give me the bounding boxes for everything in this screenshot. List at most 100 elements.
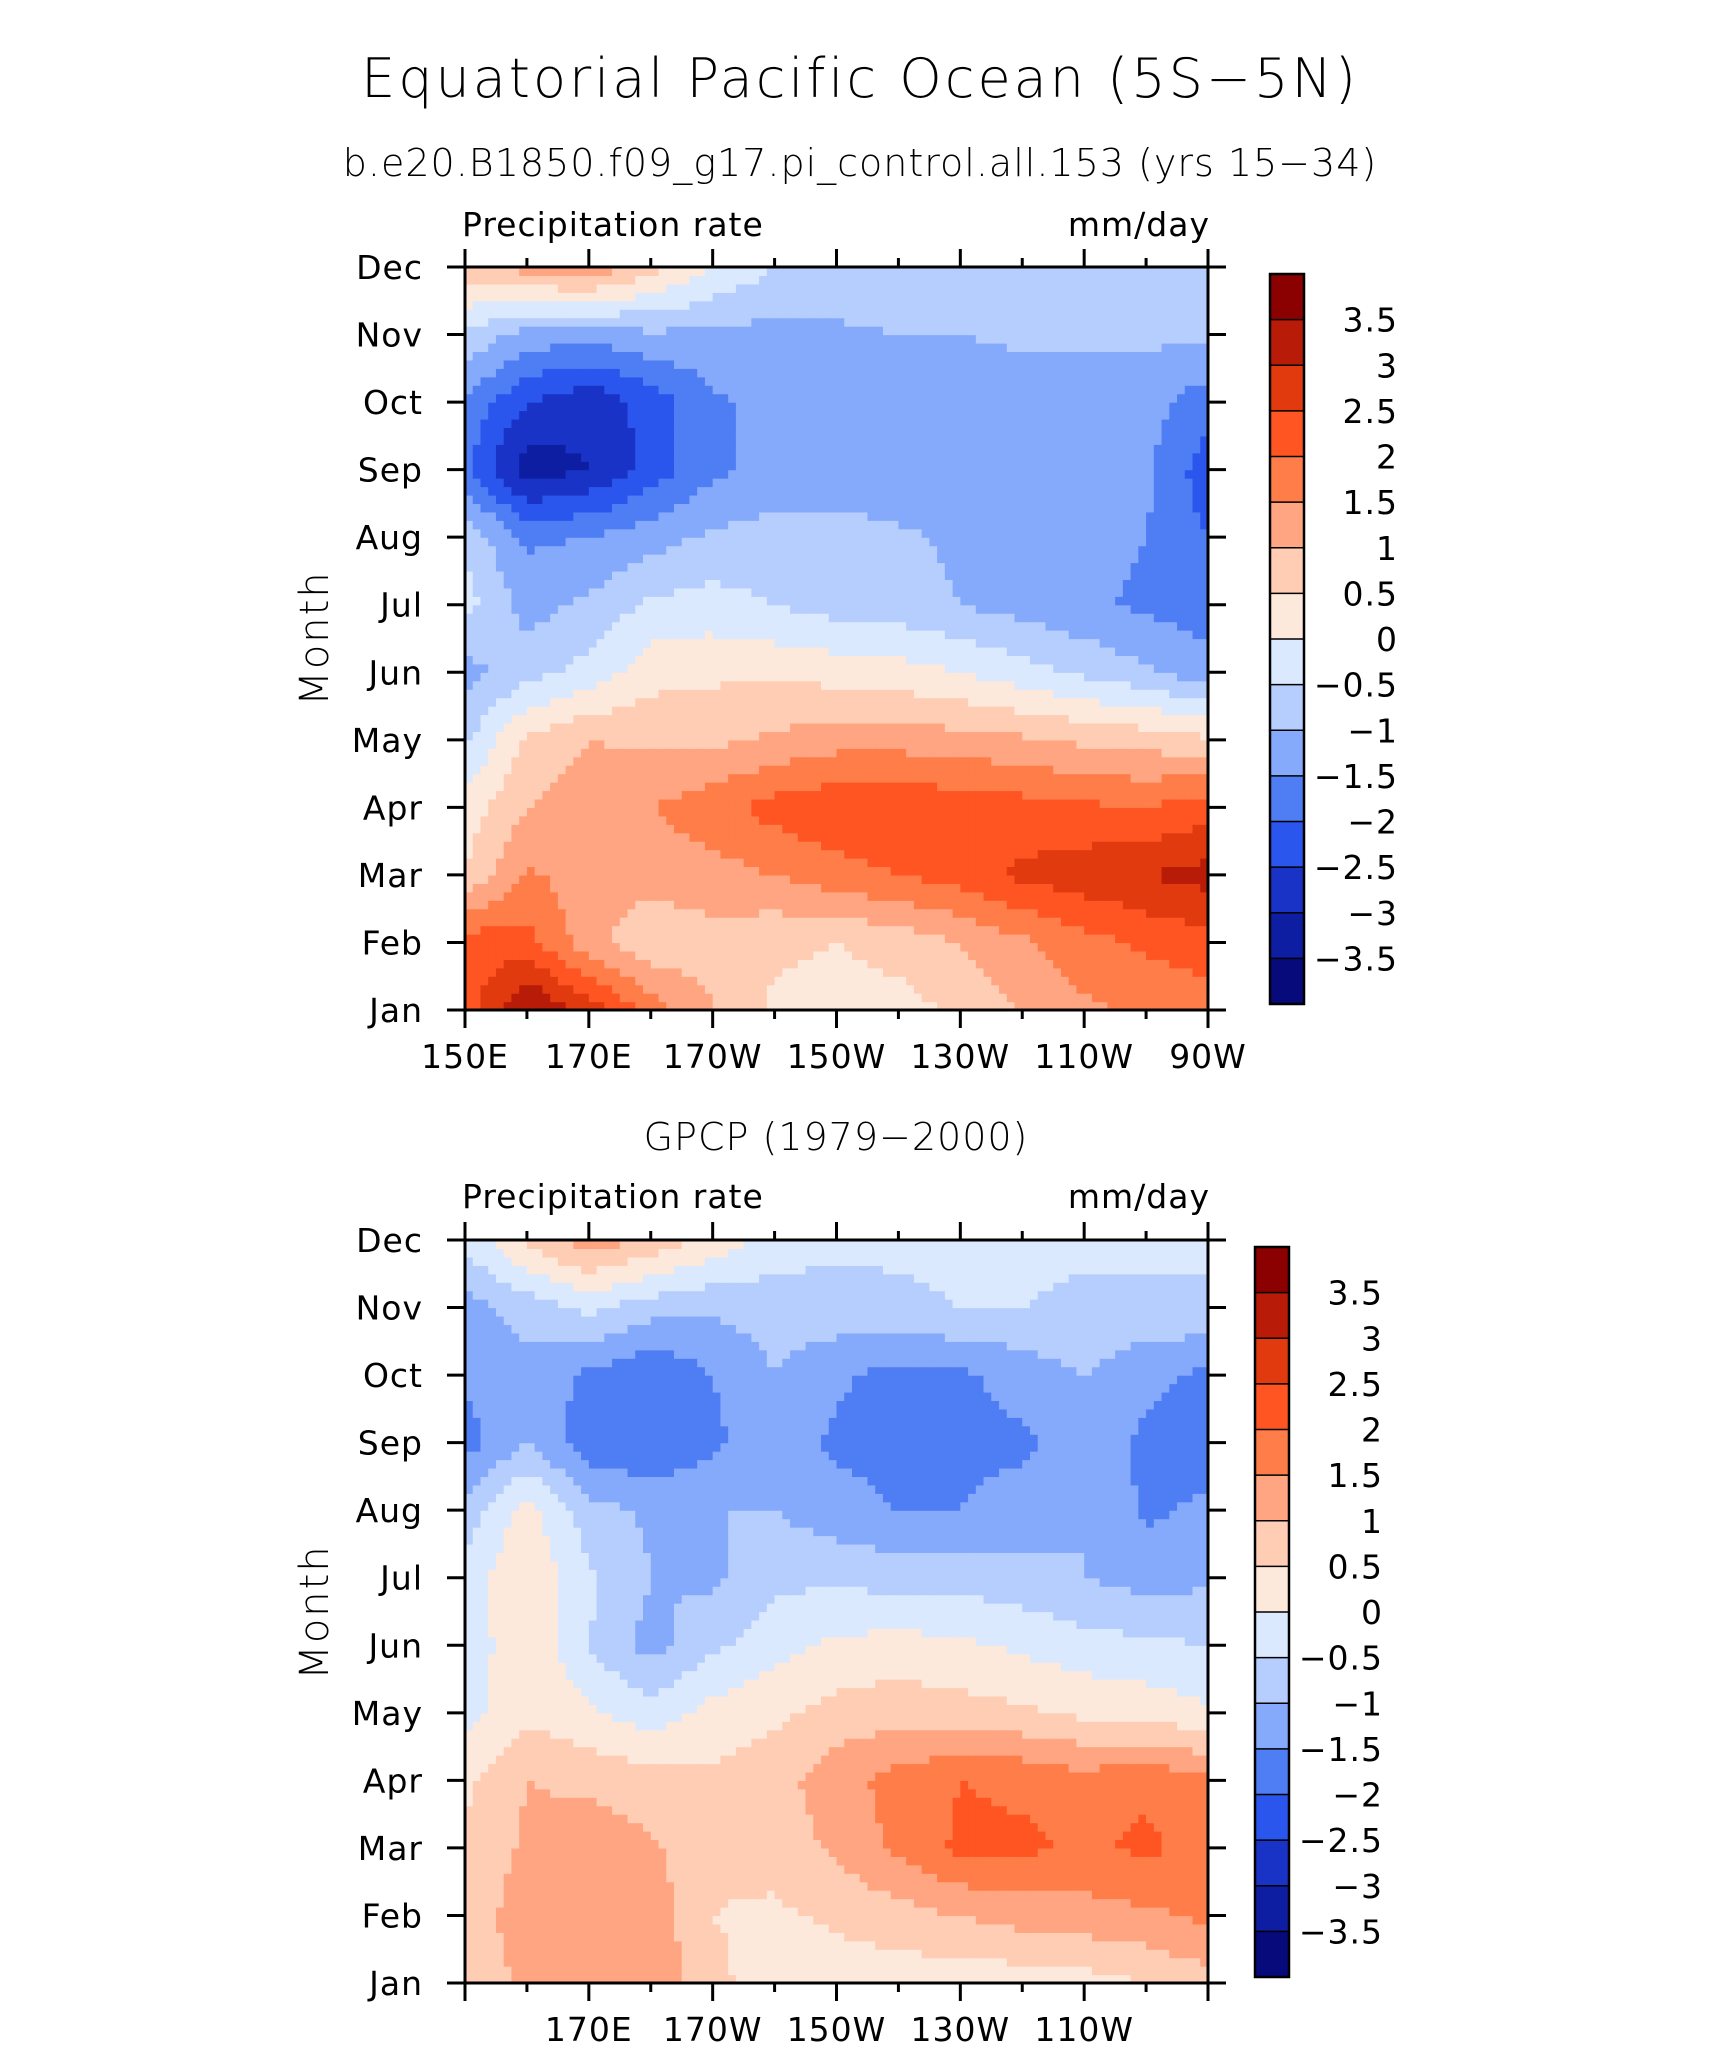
contour-cell (689, 891, 698, 901)
contour-cell (1146, 908, 1155, 918)
contour-cell (704, 545, 714, 555)
contour-cell (1006, 1001, 1016, 1010)
contour-cell (766, 765, 776, 775)
left-label: Precipitation rate (462, 205, 764, 244)
contour-cell (1200, 646, 1208, 656)
contour-cell (704, 874, 714, 884)
contour-cell (1006, 739, 1016, 749)
contour-cell (743, 807, 752, 817)
contour-cell (511, 689, 520, 699)
contour-cell (759, 967, 768, 977)
contour-cell (821, 579, 830, 589)
contour-cell (759, 672, 768, 682)
contour-cell (720, 570, 729, 580)
contour-cell (1122, 689, 1132, 699)
contour-cell (1161, 697, 1170, 707)
contour-cell (821, 722, 830, 732)
contour-cell (588, 748, 598, 758)
contour-cell (1161, 866, 1170, 876)
contour-cell (635, 900, 644, 910)
contour-cell (983, 739, 992, 749)
contour-cell (511, 841, 520, 851)
contour-cell (557, 570, 567, 580)
contour-cell (1177, 604, 1186, 614)
contour-cell (1068, 782, 1078, 792)
contour-cell (821, 925, 830, 935)
contour-cell (836, 596, 845, 606)
contour-cell (643, 908, 652, 918)
contour-cell (790, 900, 799, 910)
contour-cell (766, 655, 776, 665)
contour-cell (821, 613, 830, 623)
contour-cell (1200, 773, 1208, 783)
contour-cell (906, 748, 915, 758)
contour-cell (550, 824, 559, 834)
contour-cell (991, 993, 1000, 1003)
contour-cell (650, 908, 660, 918)
contour-cell (650, 697, 660, 707)
contour-cell (836, 950, 845, 960)
contour-cell (782, 587, 791, 597)
contour-cell (999, 942, 1008, 952)
contour-cell (495, 731, 505, 741)
contour-cell (797, 630, 807, 640)
contour-cell (975, 841, 985, 851)
contour-cell (844, 841, 853, 851)
contour-cell (1006, 976, 1016, 986)
contour-cell (929, 917, 938, 927)
contour-cell (619, 773, 629, 783)
contour-cell (1161, 824, 1170, 834)
contour-cell (588, 942, 598, 952)
contour-cell (1084, 756, 1093, 766)
contour-cell (658, 858, 667, 868)
contour-cell (1177, 1001, 1186, 1010)
contour-cell (557, 663, 567, 673)
contour-cell (1138, 689, 1147, 699)
contour-cell (573, 917, 582, 927)
contour-cell (480, 976, 489, 986)
contour-field (465, 267, 1208, 1010)
contour-cell (1029, 663, 1039, 673)
contour-cell (790, 722, 799, 732)
contour-cell (937, 765, 946, 775)
contour-cell (875, 832, 884, 842)
contour-cell (581, 765, 590, 775)
contour-cell (557, 917, 567, 927)
contour-cell (673, 798, 683, 808)
contour-cell (797, 579, 807, 589)
contour-cell (821, 1001, 830, 1010)
contour-cell (480, 537, 489, 547)
contour-cell (821, 714, 830, 724)
contour-cell (751, 655, 760, 665)
contour-cell (666, 934, 675, 944)
contour-cell (859, 731, 869, 741)
contour-cell (782, 874, 791, 884)
contour-cell (1177, 849, 1186, 859)
contour-cell (534, 798, 543, 808)
contour-cell (557, 934, 567, 944)
contour-cell (604, 748, 613, 758)
contour-cell (1060, 950, 1070, 960)
contour-cell (797, 900, 807, 910)
contour-cell (1153, 714, 1163, 724)
contour-cell (1084, 604, 1093, 614)
contour-cell (875, 874, 884, 884)
contour-cell (565, 638, 574, 648)
contour-cell (1138, 950, 1147, 960)
contour-cell (689, 773, 698, 783)
contour-cell (488, 663, 497, 673)
contour-cell (1076, 807, 1085, 817)
contour-cell (534, 832, 543, 842)
contour-cell (1045, 832, 1054, 842)
contour-cell (619, 807, 629, 817)
contour-cell (465, 925, 474, 935)
contour-cell (720, 815, 729, 825)
contour-cell (658, 722, 667, 732)
contour-cell (1169, 630, 1178, 640)
contour-cell (588, 883, 598, 893)
contour-cell (1068, 1001, 1078, 1010)
contour-cell (766, 908, 776, 918)
contour-cell (519, 714, 528, 724)
contour-cell (991, 613, 1000, 623)
contour-cell (573, 697, 582, 707)
